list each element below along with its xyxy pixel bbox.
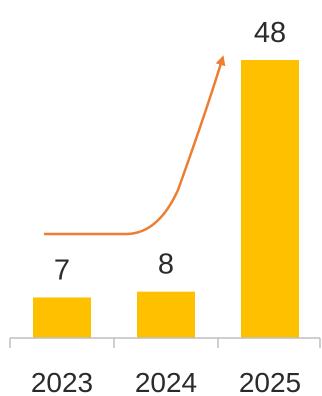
x-tick-labels-group: 2023 2024 2025	[31, 367, 301, 396]
x-tick-label-2024: 2024	[135, 367, 197, 396]
data-label-2024: 8	[158, 249, 174, 281]
x-tick-label-2025: 2025	[239, 367, 301, 396]
bars-group	[33, 60, 299, 338]
bar-2025	[241, 60, 299, 338]
trend-arrow	[44, 55, 226, 236]
bar-2024	[137, 291, 195, 338]
x-axis	[9, 337, 321, 348]
data-labels-group: 7 8 48	[54, 17, 286, 286]
data-label-2023: 7	[54, 254, 70, 286]
bar-2023	[33, 297, 91, 338]
data-label-2025: 48	[254, 17, 286, 49]
x-tick-label-2023: 2023	[31, 367, 93, 396]
